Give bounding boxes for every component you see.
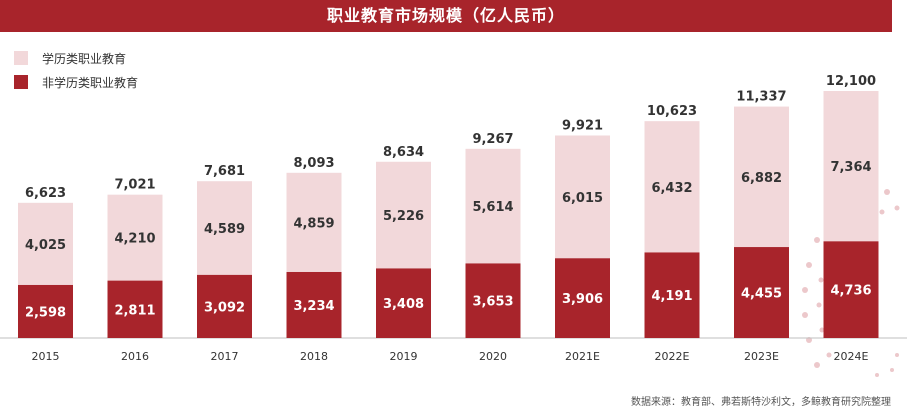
x-tick-label: 2017 <box>211 350 239 363</box>
x-tick-label: 2024E <box>834 350 869 363</box>
source-note: 数据来源：教育部、弗若斯特沙利文，多鲸教育研究院整理 <box>631 397 891 408</box>
x-tick-label: 2020 <box>479 350 507 363</box>
data-label-academic: 5,614 <box>472 200 513 215</box>
bar-segment-academic <box>18 202 73 285</box>
chart-title-banner: 职业教育市场规模（亿人民币） <box>0 0 892 32</box>
data-label-non-academic: 2,811 <box>114 303 155 318</box>
data-label-academic: 5,226 <box>383 209 424 224</box>
bar-segment-academic <box>465 148 521 264</box>
data-label-academic: 4,859 <box>293 216 334 231</box>
bar-segment-non-academic <box>107 280 163 338</box>
data-label-academic: 6,015 <box>562 191 603 206</box>
legend-item-non-academic: 非学历类职业教育 <box>14 74 138 90</box>
legend-label-non-academic: 非学历类职业教育 <box>42 75 139 90</box>
data-label-total: 7,021 <box>114 178 155 193</box>
data-label-academic: 6,882 <box>741 171 782 186</box>
x-tick-label: 2023E <box>744 350 779 363</box>
x-tick-label: 2016 <box>121 350 149 363</box>
data-label-academic: 6,432 <box>651 181 692 196</box>
data-label-academic: 7,364 <box>830 160 871 175</box>
data-label-non-academic: 3,092 <box>204 300 245 315</box>
data-label-non-academic: 3,408 <box>383 297 424 312</box>
data-label-non-academic: 2,598 <box>25 305 66 320</box>
data-label-non-academic: 3,234 <box>293 299 334 314</box>
data-label-non-academic: 4,455 <box>741 287 782 302</box>
data-label-total: 6,623 <box>25 186 66 201</box>
data-label-total: 12,100 <box>826 74 876 89</box>
bar-segment-academic <box>555 135 610 259</box>
data-label-academic: 4,589 <box>204 222 245 237</box>
bar-segment-non-academic <box>376 268 431 338</box>
legend-swatch-academic <box>14 51 28 65</box>
legend: 学历类职业教育 非学历类职业教育 <box>14 50 138 98</box>
x-tick-label: 2021E <box>565 350 600 363</box>
labels-group: 2,598 4,025 6,623 2015 2,811 4,210 7,021 2016 3,… <box>25 74 876 363</box>
data-label-academic: 4,025 <box>25 238 66 253</box>
data-label-total: 9,267 <box>472 132 513 147</box>
bars-group <box>18 91 879 338</box>
data-label-total: 7,681 <box>204 164 245 179</box>
bar-segment-academic <box>286 172 342 272</box>
legend-label-academic: 学历类职业教育 <box>42 51 127 66</box>
chart-title: 职业教育市场规模（亿人民币） <box>326 6 565 25</box>
bar-segment-non-academic <box>555 258 610 338</box>
bar-segment-academic <box>644 121 700 253</box>
x-tick-label: 2015 <box>32 350 60 363</box>
data-label-non-academic: 4,736 <box>830 284 871 299</box>
data-label-total: 11,337 <box>736 90 786 105</box>
data-label-non-academic: 3,906 <box>562 292 603 307</box>
data-label-total: 10,623 <box>647 104 697 119</box>
bar-segment-non-academic <box>644 252 700 338</box>
x-tick-label: 2019 <box>390 350 418 363</box>
data-label-total: 8,634 <box>383 145 424 160</box>
bar-segment-academic <box>197 181 252 275</box>
bar-segment-academic <box>107 194 163 281</box>
bar-segment-non-academic <box>465 263 521 338</box>
bar-segment-academic <box>734 106 789 248</box>
bar-segment-academic <box>376 161 431 269</box>
x-tick-label: 2018 <box>300 350 328 363</box>
data-label-total: 8,093 <box>293 156 334 171</box>
x-tick-label: 2022E <box>655 350 690 363</box>
data-label-non-academic: 4,191 <box>651 289 692 304</box>
bar-segment-academic <box>823 91 879 242</box>
bar-segment-non-academic <box>18 284 73 338</box>
legend-swatch-non-academic <box>14 75 28 89</box>
bar-segment-non-academic <box>823 241 879 338</box>
data-label-academic: 4,210 <box>114 232 155 247</box>
data-label-total: 9,921 <box>562 118 603 133</box>
bar-segment-non-academic <box>286 271 342 338</box>
legend-item-academic: 学历类职业教育 <box>14 50 138 66</box>
bar-segment-non-academic <box>197 274 252 338</box>
data-label-non-academic: 3,653 <box>472 295 513 310</box>
bar-segment-non-academic <box>734 247 789 338</box>
